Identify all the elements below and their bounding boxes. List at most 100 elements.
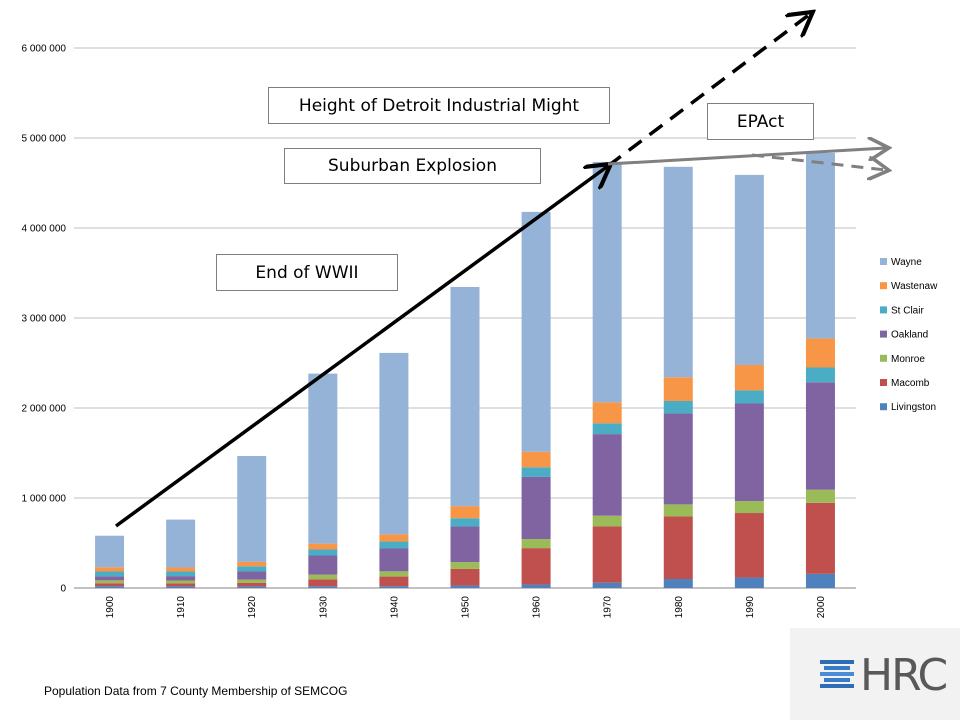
x-tick-label: 1970 xyxy=(603,596,614,619)
legend-label: Wayne xyxy=(891,257,922,268)
x-tick-label: 1930 xyxy=(318,596,329,619)
legend-label: Macomb xyxy=(891,378,930,389)
annotation-end-of-wwii: End of WWII xyxy=(216,254,398,291)
bar-segment-st-clair xyxy=(734,390,764,404)
source-note: Population Data from 7 County Membership… xyxy=(44,684,348,698)
bar-segment-macomb xyxy=(592,526,622,583)
bar-segment-livingston xyxy=(308,586,338,588)
legend-swatch xyxy=(880,282,887,290)
bar-segment-wayne xyxy=(663,166,693,378)
bar-segment-wastenaw xyxy=(166,567,196,572)
y-tick-label: 4 000 000 xyxy=(22,224,67,235)
bar-segment-livingston xyxy=(663,579,693,588)
bar-segment-livingston xyxy=(805,573,835,588)
bar-segment-monroe xyxy=(592,515,622,527)
stacked-bars xyxy=(95,152,835,588)
legend-label: Monroe xyxy=(891,354,925,365)
bar-segment-wastenaw xyxy=(450,506,480,519)
epact-solid-arrow xyxy=(607,148,886,166)
bar-segment-st-clair xyxy=(592,423,622,435)
y-tick-label: 5 000 000 xyxy=(22,134,67,145)
legend-swatch xyxy=(880,330,887,338)
bar-segment-wastenaw xyxy=(521,451,551,468)
bar-segment-oakland xyxy=(521,476,551,540)
x-tick-label: 1960 xyxy=(532,596,543,619)
bar-segment-macomb xyxy=(237,582,267,587)
x-tick-label: 1920 xyxy=(247,596,258,619)
annotation-height-of-industrial-might: Height of Detroit Industrial Might xyxy=(268,87,610,124)
bar-segment-macomb xyxy=(379,576,409,587)
bar-segment-wayne xyxy=(379,352,409,535)
bar-segment-monroe xyxy=(166,580,196,584)
x-tick-label: 1980 xyxy=(674,596,685,619)
trend-arrows xyxy=(114,14,886,528)
x-axis-ticks: 1900 1910 1920 1930 1940 1950 1960 1970 1980 1990… xyxy=(105,596,827,619)
bar-segment-oakland xyxy=(663,413,693,505)
bar-segment-oakland xyxy=(166,576,196,581)
bar-segment-livingston xyxy=(379,586,409,588)
bar-segment-oakland xyxy=(95,576,125,581)
y-tick-label: 0 xyxy=(60,584,66,595)
y-tick-label: 2 000 000 xyxy=(22,404,67,415)
bar-segment-oakland xyxy=(592,434,622,516)
bar-segment-wayne xyxy=(237,455,267,562)
bar-segment-wayne xyxy=(308,373,338,544)
legend-swatch xyxy=(880,354,887,362)
bar-segment-monroe xyxy=(450,562,480,569)
bar-segment-livingston xyxy=(166,586,196,588)
bar-segment-monroe xyxy=(237,579,267,583)
bar-segment-macomb xyxy=(166,583,196,587)
bar-segment-monroe xyxy=(734,501,764,514)
bar-segment-monroe xyxy=(521,539,551,549)
bar-segment-st-clair xyxy=(663,400,693,414)
projection-dashed-arrow xyxy=(606,14,810,168)
bar-segment-monroe xyxy=(95,580,125,584)
bar-segment-wayne xyxy=(592,161,622,403)
bar-segment-oakland xyxy=(308,555,338,575)
annotation-suburban-explosion: Suburban Explosion xyxy=(284,148,541,184)
bar-segment-wastenaw xyxy=(592,402,622,424)
bar-segment-st-clair xyxy=(805,367,835,383)
bar-segment-livingston xyxy=(450,585,480,588)
legend-swatch xyxy=(880,403,887,411)
legend-label: Oakland xyxy=(891,330,928,341)
bar-segment-st-clair xyxy=(237,566,267,572)
bar-segment-wastenaw xyxy=(379,534,409,542)
y-tick-label: 3 000 000 xyxy=(22,314,67,325)
x-tick-label: 1900 xyxy=(105,596,116,619)
x-tick-label: 1990 xyxy=(745,596,756,619)
bar-segment-oakland xyxy=(237,571,267,580)
hrc-logo-text: HRC xyxy=(860,650,948,701)
bar-segment-monroe xyxy=(379,571,409,577)
annotation-epact: EPAct xyxy=(707,103,814,140)
x-tick-label: 1910 xyxy=(176,596,187,619)
bar-segment-macomb xyxy=(734,513,764,578)
bar-segment-wayne xyxy=(805,152,835,339)
bar-segment-wastenaw xyxy=(734,364,764,391)
bar-segment-st-clair xyxy=(95,571,125,577)
hrc-logo-mark xyxy=(820,660,854,688)
bar-segment-macomb xyxy=(521,548,551,585)
legend-label: Livingston xyxy=(891,402,936,413)
legend-swatch xyxy=(880,258,887,265)
bar-segment-monroe xyxy=(308,574,338,580)
bar-segment-monroe xyxy=(663,504,693,517)
bar-segment-macomb xyxy=(450,568,480,586)
y-tick-label: 1 000 000 xyxy=(22,494,67,505)
bar-segment-livingston xyxy=(237,586,267,588)
bar-segment-wastenaw xyxy=(663,377,693,401)
x-tick-label: 1950 xyxy=(461,596,472,619)
bar-segment-wayne xyxy=(734,174,764,365)
bar-segment-macomb xyxy=(663,516,693,579)
bar-segment-oakland xyxy=(379,548,409,572)
bar-segment-livingston xyxy=(734,577,764,588)
bar-segment-wayne xyxy=(95,535,125,568)
bar-segment-livingston xyxy=(95,586,125,588)
bar-segment-wayne xyxy=(521,211,551,452)
epact-dashed-arrow xyxy=(751,153,886,170)
bar-segment-macomb xyxy=(308,579,338,587)
y-axis-ticks: 0 1 000 000 2 000 000 3 000 000 4 000 000 5 0… xyxy=(22,44,67,595)
legend-label: Wastenaw xyxy=(891,281,938,292)
bar-segment-wastenaw xyxy=(237,561,267,567)
